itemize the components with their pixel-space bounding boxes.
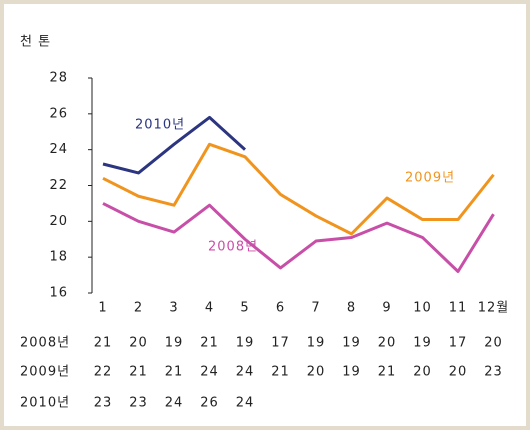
table-cell: 19 xyxy=(165,336,184,351)
x-tick-label: 11 xyxy=(449,301,468,316)
table-cell: 20 xyxy=(129,336,148,351)
table-row-label: 2010년 xyxy=(20,396,70,411)
table-cell: 20 xyxy=(484,336,503,351)
x-tick-label: 9 xyxy=(382,301,391,316)
y-tick-label: 28 xyxy=(49,71,68,86)
table-cell: 22 xyxy=(94,365,113,380)
table-cell: 20 xyxy=(413,365,432,380)
table-cell: 24 xyxy=(200,365,219,380)
table-cell: 24 xyxy=(165,396,184,411)
table-cell: 19 xyxy=(236,336,255,351)
x-tick-label: 8 xyxy=(347,301,356,316)
y-tick-label: 18 xyxy=(49,250,68,265)
series-label: 2010년 xyxy=(135,118,185,133)
series-line xyxy=(102,115,247,175)
x-tick-label: 12월 xyxy=(478,301,510,316)
table-cell: 19 xyxy=(342,336,361,351)
table-cell: 20 xyxy=(449,365,468,380)
table-cell: 20 xyxy=(307,365,326,380)
table-row-label: 2008년 xyxy=(20,336,70,351)
table-cell: 19 xyxy=(307,336,326,351)
x-tick-label: 10 xyxy=(413,301,432,316)
x-tick-label: 3 xyxy=(169,301,178,316)
table-cell: 26 xyxy=(200,396,219,411)
table-cell: 24 xyxy=(236,365,255,380)
table-cell: 23 xyxy=(94,396,113,411)
y-tick-label: 24 xyxy=(49,142,68,157)
table-cell: 19 xyxy=(413,336,432,351)
table-cell: 21 xyxy=(129,365,148,380)
table-row-label: 2009년 xyxy=(20,365,70,380)
table-cell: 24 xyxy=(236,396,255,411)
series-label: 2009년 xyxy=(405,171,455,186)
table-cell: 17 xyxy=(271,336,290,351)
series-line xyxy=(102,142,495,236)
series-label: 2008년 xyxy=(208,240,258,255)
x-tick-label: 7 xyxy=(311,301,320,316)
table-cell: 21 xyxy=(378,365,397,380)
x-tick-label: 6 xyxy=(276,301,285,316)
y-tick-label: 22 xyxy=(49,178,68,193)
table-cell: 21 xyxy=(271,365,290,380)
table-cell: 21 xyxy=(94,336,113,351)
table-cell: 23 xyxy=(129,396,148,411)
table-cell: 21 xyxy=(165,365,184,380)
table-cell: 20 xyxy=(378,336,397,351)
series-line xyxy=(102,202,495,273)
y-axis-label: 천 톤 xyxy=(20,35,51,50)
table-cell: 21 xyxy=(200,336,219,351)
y-tick-label: 16 xyxy=(49,286,68,301)
x-tick-label: 1 xyxy=(98,301,107,316)
table-cell: 23 xyxy=(484,365,503,380)
x-tick-label: 2 xyxy=(134,301,143,316)
y-tick-label: 26 xyxy=(49,106,68,121)
table-cell: 19 xyxy=(342,365,361,380)
y-tick-label: 20 xyxy=(49,214,68,229)
x-tick-label: 4 xyxy=(205,301,214,316)
table-cell: 17 xyxy=(449,336,468,351)
x-tick-label: 5 xyxy=(240,301,249,316)
